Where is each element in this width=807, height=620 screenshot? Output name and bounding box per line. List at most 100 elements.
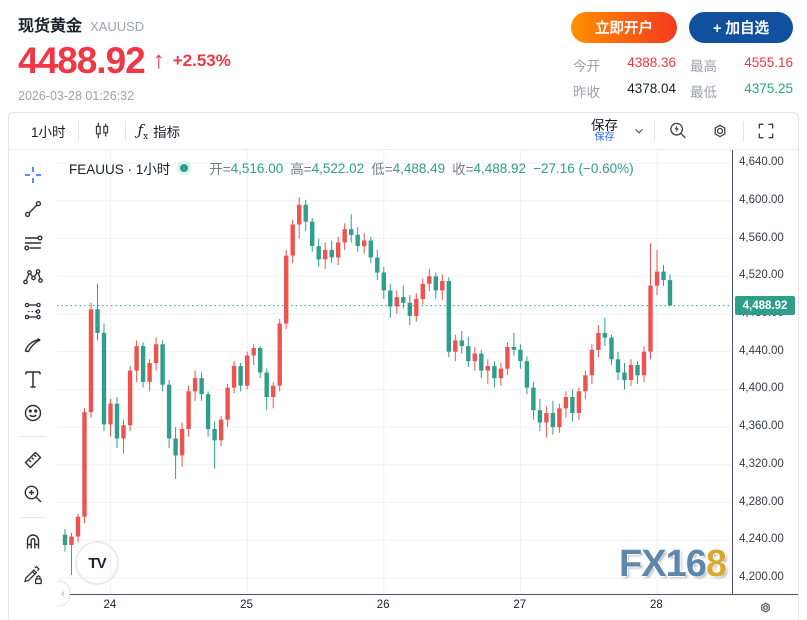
page-title: 现货黄金 xyxy=(18,18,83,35)
toolbar-divider xyxy=(743,120,744,141)
zoom-in-icon xyxy=(24,485,42,503)
chart-toolbar: 1小时 ƒx 指标 保存 保存 xyxy=(9,113,798,150)
indicators-label: 指标 xyxy=(153,125,181,140)
chart-panel: 1小时 ƒx 指标 保存 保存 xyxy=(8,112,799,620)
quick-search-button[interactable] xyxy=(657,120,699,142)
current-price: 4488.92 xyxy=(18,40,146,81)
brush-icon xyxy=(24,338,41,353)
chevron-left-icon: ‹ xyxy=(61,587,65,600)
drawing-tools-sidebar xyxy=(9,150,57,594)
tool-brush[interactable] xyxy=(16,328,50,362)
series-status-dot-icon xyxy=(180,164,189,172)
legend-high-label: 高= xyxy=(290,162,312,177)
toolbar-divider xyxy=(124,121,126,141)
header: 现货黄金 XAUUSD 4488.92 ↑ +2.53% 2026-03-28 … xyxy=(0,0,807,110)
ruler-icon xyxy=(24,451,42,469)
price-axis[interactable]: 4,488.92 4,640.00 4,600.00 4,560.00 4,520.0… xyxy=(732,150,798,594)
tool-forecast[interactable] xyxy=(16,294,50,328)
legend-change: −27.16 (−0.60%) xyxy=(533,160,634,176)
y-axis-label: 4,640.00 xyxy=(739,156,784,169)
legend-series-title[interactable]: FEAUUS · 1小时 xyxy=(69,162,171,177)
crosshair-icon xyxy=(25,167,41,183)
tool-zoom-in[interactable] xyxy=(16,477,50,511)
y-axis-label: 4,320.00 xyxy=(739,457,784,470)
tradingview-logo[interactable]: TV xyxy=(75,541,119,585)
price-up-arrow-icon: ↑ xyxy=(152,47,165,74)
y-axis-label: 4,280.00 xyxy=(739,495,784,508)
emoji-icon xyxy=(24,404,42,422)
legend-close-value: 4,488.92 xyxy=(473,160,527,176)
stat-value-prev-close: 4378.04 xyxy=(627,81,676,96)
stat-value-low: 4375.25 xyxy=(744,81,793,96)
y-axis-label: 4,520.00 xyxy=(739,269,784,282)
stat-label-low: 最低 xyxy=(690,85,717,100)
stat-label-prev-close: 昨收 xyxy=(573,85,600,100)
header-right: 立即开户 + 加自选 今开 4388.36 最高 4555.16 昨收 4378… xyxy=(571,12,793,110)
fullscreen-button[interactable] xyxy=(746,121,786,141)
quote-stats: 今开 4388.36 最高 4555.16 昨收 4378.04 最低 4375… xyxy=(573,55,793,101)
x-axis-label: 26 xyxy=(376,599,390,611)
xabcd-pattern-icon xyxy=(23,269,43,285)
lock-drawing-icon xyxy=(24,565,42,585)
candlestick-style-icon xyxy=(95,122,108,139)
trend-line-icon xyxy=(24,200,42,218)
axis-settings-icon xyxy=(760,602,770,613)
toolbar-divider xyxy=(654,120,655,141)
stat-value-high: 4555.16 xyxy=(744,55,793,70)
legend-low-label: 低= xyxy=(371,162,393,177)
y-axis-label: 4,600.00 xyxy=(739,193,784,206)
quick-search-icon xyxy=(670,122,686,139)
chevron-down-icon xyxy=(635,128,643,134)
interval-button[interactable]: 1小时 xyxy=(31,125,66,140)
legend-low-value: 4,488.49 xyxy=(392,160,446,176)
y-axis-label: 4,240.00 xyxy=(739,533,784,546)
x-axis-label: 28 xyxy=(649,599,663,611)
tool-lock-drawings[interactable] xyxy=(16,558,50,592)
magnet-icon xyxy=(26,534,40,549)
stat-value-open: 4388.36 xyxy=(627,55,676,70)
y-axis-label: 4,360.00 xyxy=(739,420,784,433)
open-account-button[interactable]: 立即开户 xyxy=(571,12,677,43)
legend-open-label: 开= xyxy=(209,162,231,177)
legend-close-label: 收= xyxy=(452,162,474,177)
tool-trend-line[interactable] xyxy=(16,192,50,226)
fx168-logo: FX168 xyxy=(619,543,727,585)
x-axis-label: 24 xyxy=(103,599,117,611)
chart-settings-button[interactable] xyxy=(699,120,741,142)
stat-label-high: 最高 xyxy=(690,59,717,74)
text-icon xyxy=(25,371,41,388)
axis-settings-cell[interactable] xyxy=(732,594,798,620)
time-axis-row: 24 25 26 27 28 xyxy=(9,594,798,620)
horizontal-lines-icon xyxy=(24,235,43,251)
tool-emoji[interactable] xyxy=(16,396,50,430)
price-change-percent: +2.53% xyxy=(172,51,231,70)
y-axis-label: 4,200.00 xyxy=(739,570,784,583)
chart-legend: FEAUUS · 1小时 开= 4,516.00 高= 4,522.02 低= 4,4… xyxy=(69,158,634,178)
tools-divider xyxy=(20,436,46,437)
toolbar-divider xyxy=(77,121,79,141)
last-price-badge: 4,488.92 xyxy=(735,296,795,316)
legend-high-value: 4,522.02 xyxy=(311,160,365,176)
tools-divider xyxy=(20,517,46,518)
chart-style-button[interactable] xyxy=(81,120,123,142)
tool-xabcd-pattern[interactable] xyxy=(16,260,50,294)
save-button[interactable]: 保存 保存 xyxy=(591,117,618,143)
fullscreen-icon xyxy=(758,123,774,139)
x-axis-label: 25 xyxy=(240,599,253,611)
tool-horizontal-lines[interactable] xyxy=(16,226,50,260)
add-watchlist-button[interactable]: + 加自选 xyxy=(689,12,793,43)
tool-crosshair[interactable] xyxy=(16,158,50,192)
forecast-icon xyxy=(24,302,41,320)
tool-text[interactable] xyxy=(16,362,50,396)
quote-timestamp: 2026-03-28 01:26:32 xyxy=(18,89,135,103)
fx-icon: ƒx xyxy=(137,120,149,142)
time-axis[interactable]: 24 25 26 27 28 xyxy=(57,594,732,620)
time-axis-spacer xyxy=(9,594,57,620)
chart-area: FEAUUS · 1小时 开= 4,516.00 高= 4,522.02 低= 4,4… xyxy=(57,150,732,606)
tool-ruler[interactable] xyxy=(16,443,50,477)
tool-magnet[interactable] xyxy=(16,524,50,558)
save-menu-button[interactable] xyxy=(626,124,652,138)
stat-label-open: 今开 xyxy=(573,59,600,74)
indicators-button[interactable]: ƒx 指标 xyxy=(128,121,191,142)
candlestick-chart[interactable] xyxy=(57,150,732,594)
